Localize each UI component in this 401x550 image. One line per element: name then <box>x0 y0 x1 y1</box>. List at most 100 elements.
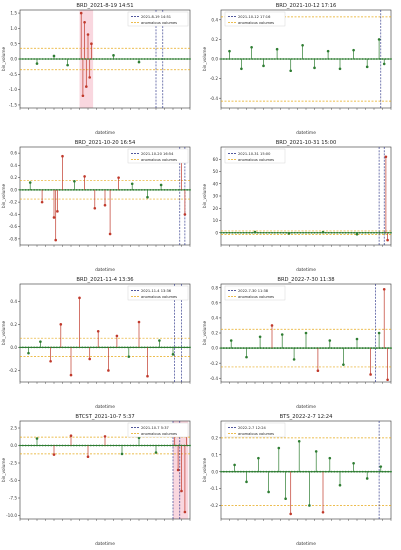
y-axis-label: bin_volume <box>1 458 6 483</box>
baseline-marker <box>222 470 225 473</box>
baseline-marker <box>378 231 381 234</box>
baseline-marker <box>101 188 104 191</box>
baseline-marker <box>285 231 288 234</box>
baseline-marker <box>53 346 55 349</box>
chart-svg: BTCST_2021-10-7 5:37 2.5 0.0 -2.5 -5.0 -7.5 -1… <box>1 414 191 547</box>
stem-marker <box>117 176 120 179</box>
baseline-marker <box>19 188 21 191</box>
stem-marker <box>28 181 32 184</box>
baseline-marker <box>44 444 47 447</box>
chart-panel: BRD_2021-10-12 17:16 0.4 0.2 0.0 -0.2 -0.4 bin… <box>201 0 401 137</box>
baseline-marker <box>336 470 339 473</box>
legend-label-anomalous: anomalous volumes <box>238 432 274 436</box>
baseline-marker <box>44 346 47 349</box>
stem-marker <box>257 456 260 460</box>
baseline-marker <box>30 444 33 447</box>
baseline-marker <box>367 470 370 473</box>
baseline-marker <box>50 444 53 447</box>
baseline-marker <box>55 346 58 349</box>
y-tick-label: -0.2 <box>9 200 18 205</box>
baseline-marker <box>375 231 378 234</box>
baseline-marker <box>375 470 378 473</box>
legend-label-anomalous: anomalous volumes <box>238 21 274 25</box>
y-tick-label: 0.0 <box>10 187 17 192</box>
baseline-marker <box>222 231 225 234</box>
baseline-marker <box>172 188 174 191</box>
baseline-marker <box>358 231 361 234</box>
baseline-marker <box>186 188 189 191</box>
baseline-marker <box>152 188 155 191</box>
y-tick-label: -10.0 <box>6 513 17 518</box>
baseline-marker <box>225 58 228 60</box>
baseline-marker <box>381 347 384 349</box>
y-tick-label: -0.2 <box>9 368 18 373</box>
baseline-marker <box>290 347 293 349</box>
baseline-marker <box>135 188 138 191</box>
baseline-marker <box>64 58 67 60</box>
baseline-marker <box>245 58 248 60</box>
baseline-marker <box>92 346 95 349</box>
chart-title: BTCST_2021-10-7 5:37 <box>75 414 134 420</box>
y-tick-label: 0.2 <box>10 175 17 180</box>
baseline-marker <box>296 347 299 349</box>
stem-marker <box>86 455 90 458</box>
baseline-marker <box>302 231 305 234</box>
baseline-marker <box>95 58 98 60</box>
legend-label-anomalous: anomalous volumes <box>141 432 177 436</box>
baseline-marker <box>384 58 387 60</box>
baseline-marker <box>228 347 231 349</box>
baseline-marker <box>358 470 361 473</box>
baseline-marker <box>38 58 41 60</box>
chart-svg: BRD_2021-10-12 17:16 0.4 0.2 0.0 -0.2 -0.4 bin… <box>202 3 392 136</box>
baseline-marker <box>333 470 336 473</box>
legend-box <box>224 148 286 164</box>
baseline-marker <box>381 58 384 60</box>
x-axis-label: datetime <box>296 541 316 547</box>
baseline-marker <box>341 470 344 473</box>
baseline-marker <box>290 470 293 473</box>
baseline-marker <box>333 58 336 60</box>
baseline-marker <box>390 58 392 60</box>
baseline-marker <box>87 346 89 349</box>
x-axis-label: datetime <box>296 267 316 273</box>
x-axis-label: datetime <box>95 404 115 410</box>
baseline-marker <box>387 58 390 60</box>
baseline-marker <box>305 58 307 60</box>
baseline-marker <box>61 346 64 349</box>
stem-marker <box>289 512 292 516</box>
stem-marker <box>183 510 187 514</box>
baseline-marker <box>307 231 310 234</box>
baseline-marker <box>237 347 239 349</box>
stem-marker <box>103 435 107 438</box>
baseline-marker <box>78 188 81 191</box>
baseline-marker <box>177 188 180 191</box>
stem-marker <box>137 60 141 64</box>
baseline-marker <box>50 58 53 60</box>
stem-marker <box>154 451 158 454</box>
baseline-marker <box>279 231 282 234</box>
baseline-marker <box>140 58 143 60</box>
baseline-marker <box>126 346 129 349</box>
baseline-marker <box>166 346 169 349</box>
stem-marker <box>321 230 325 234</box>
stem-marker <box>54 238 57 242</box>
baseline-marker <box>155 188 157 191</box>
baseline-marker <box>248 470 251 473</box>
baseline-marker <box>104 58 106 60</box>
baseline-marker <box>50 188 53 191</box>
baseline-marker <box>296 58 299 60</box>
baseline-marker <box>324 470 327 473</box>
stem-marker <box>27 351 30 355</box>
baseline-marker <box>319 347 322 349</box>
y-tick-label: 0.5 <box>10 41 17 46</box>
stem-marker <box>180 489 183 493</box>
stem-marker <box>158 339 161 342</box>
chart-svg: BRD_2021-11-4 13:36 0.4 0.2 0.0 -0.2 bin_volu… <box>1 277 191 410</box>
chart-panel: BRD_2021-10-20 16:54 0.6 0.4 0.2 0.0 -0.2 -0.4… <box>0 137 200 274</box>
baseline-marker <box>293 470 296 473</box>
chart-panel: BRD_2021-10-31 15:00 60 50 40 30 20 10 0 bin_vol… <box>201 137 401 274</box>
baseline-marker <box>112 346 115 349</box>
baseline-marker <box>155 58 157 60</box>
stem-marker <box>304 331 308 335</box>
baseline-marker <box>126 58 129 60</box>
